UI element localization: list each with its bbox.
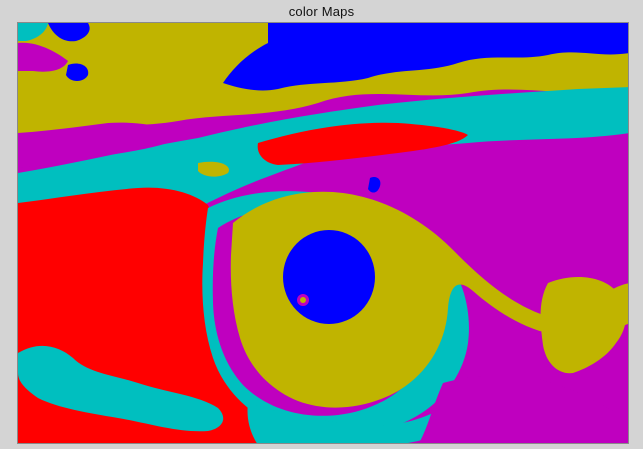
window-title: color Maps (288, 3, 355, 19)
region-yellow-fleck (198, 161, 229, 177)
region-blue-small-spot (368, 176, 381, 193)
region-cyan-corner (18, 23, 48, 41)
region-blue-eye (283, 230, 375, 324)
region-magenta-bottom-right (419, 375, 628, 443)
region-magenta-upper-left (18, 42, 68, 72)
region-eye-marker-core (300, 297, 306, 303)
region-blue-top-left-blob (48, 23, 90, 42)
region-blue-top-left-spot (66, 63, 89, 81)
color-map-image (18, 23, 628, 443)
region-blue-top (223, 23, 628, 91)
region-yellow-right-blob (540, 277, 627, 374)
region-cyan-bottom (247, 403, 445, 443)
color-map-canvas (17, 22, 629, 444)
region-magenta-left (18, 122, 188, 168)
title-bar: color Maps (0, 0, 643, 22)
region-red-streak (257, 122, 468, 165)
region-cyan-left-swirl (18, 345, 224, 432)
